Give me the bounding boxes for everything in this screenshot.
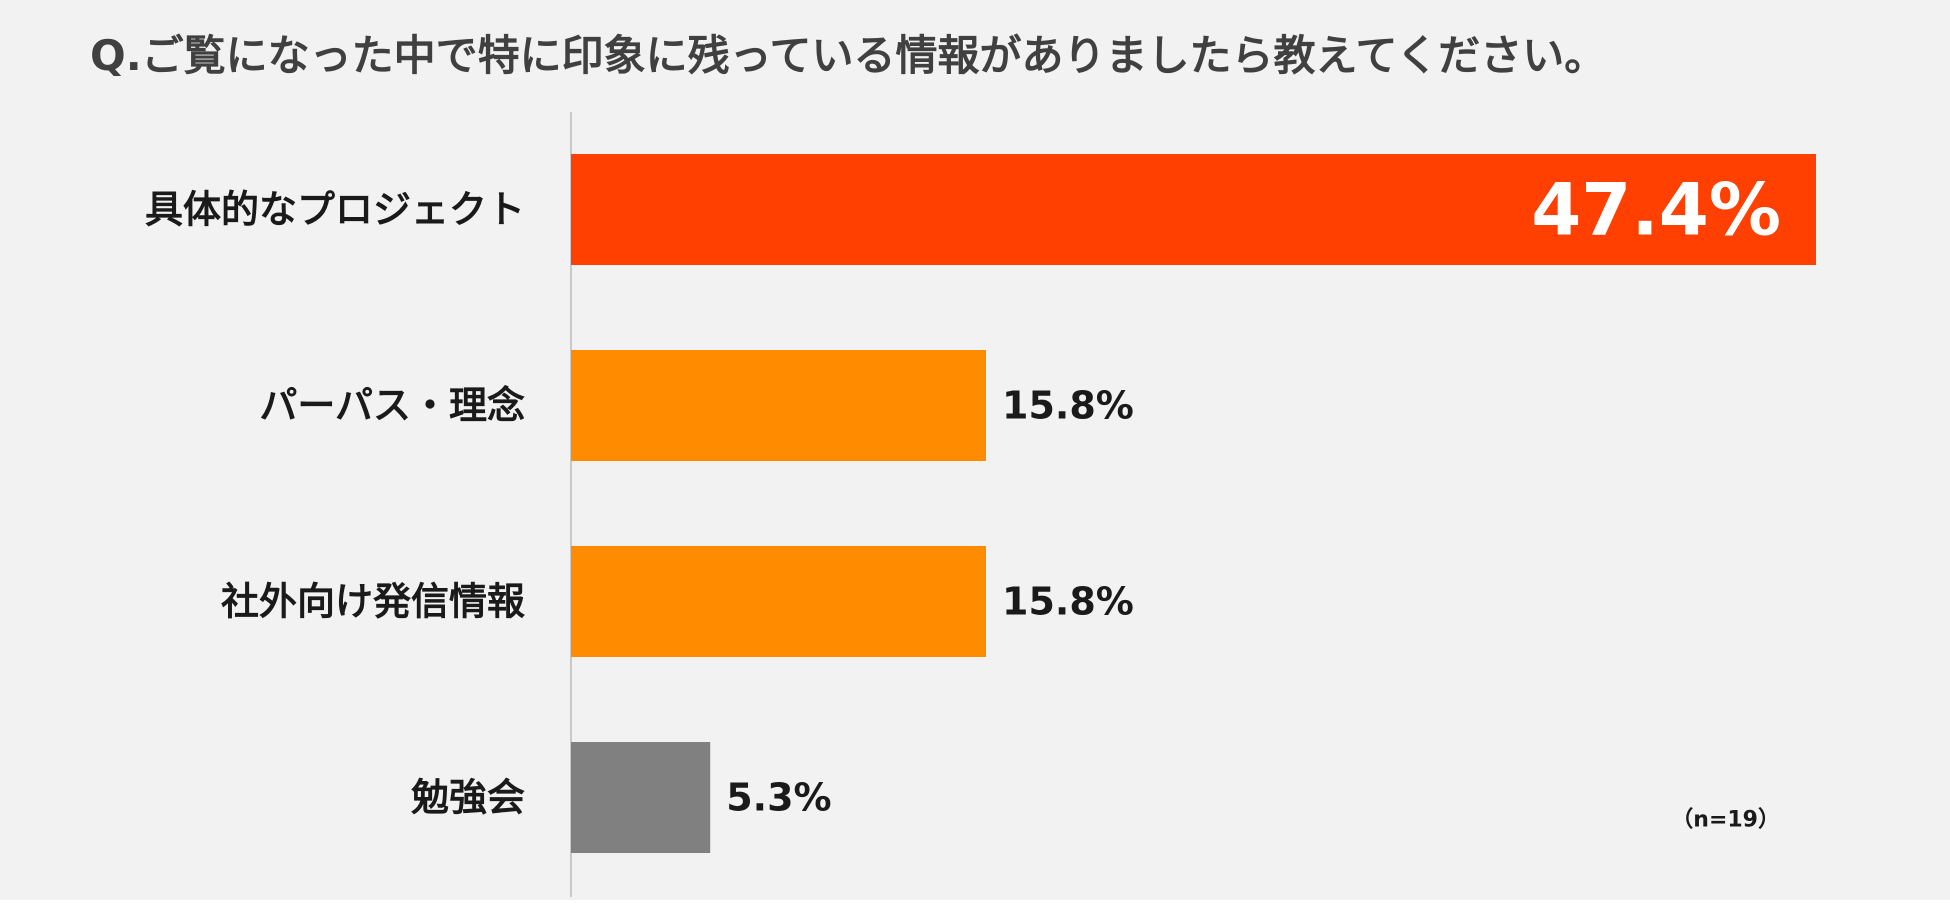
value-label: 47.4% [1531, 168, 1781, 252]
category-label: 社外向け発信情報 [221, 580, 525, 624]
category-label: 勉強会 [410, 776, 525, 820]
category-label: パーパス・理念 [259, 384, 525, 428]
sample-size-note: （n=19） [1671, 808, 1780, 833]
bar [571, 154, 1816, 265]
value-label: 15.8% [1002, 580, 1134, 624]
bar [571, 742, 711, 853]
value-label: 15.8% [1002, 384, 1134, 428]
value-label: 5.3% [726, 776, 831, 820]
category-label: 具体的なプロジェクト [145, 188, 525, 232]
bar [571, 546, 986, 657]
chart-title: Q.ご覧になった中で特に印象に残っている情報がありましたら教えてください。 [90, 31, 1607, 80]
bar [571, 350, 986, 461]
